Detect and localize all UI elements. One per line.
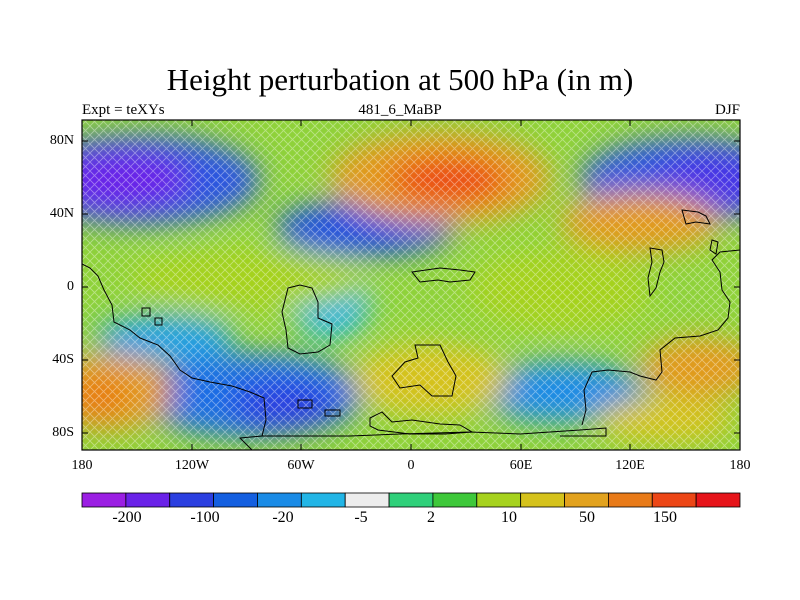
subtitle-season: DJF bbox=[714, 102, 740, 118]
subtitle-run: 481_6_MaBP bbox=[358, 102, 442, 118]
axis-ticks bbox=[81, 120, 741, 450]
land-outline-small-island-1 bbox=[141, 307, 151, 317]
colorbar-label: 150 bbox=[653, 509, 677, 526]
colorbar-swatch bbox=[344, 492, 390, 508]
land-outline-antarctic-east bbox=[369, 411, 474, 435]
x-tick-label: 60W bbox=[287, 458, 315, 473]
colorbar-swatch bbox=[651, 492, 697, 508]
y-tick-label: 40N bbox=[49, 206, 74, 221]
colorbar-swatch bbox=[432, 492, 478, 508]
colorbar-swatch bbox=[125, 492, 171, 508]
heatmap-field bbox=[82, 120, 740, 450]
land-outline-northeast bbox=[681, 209, 711, 225]
land-outline-east-continent bbox=[581, 249, 740, 426]
colorbar-swatch bbox=[608, 492, 653, 508]
y-tick-label: 80S bbox=[52, 425, 74, 440]
land-outline-east-small bbox=[647, 247, 665, 298]
colorbar-swatch bbox=[257, 492, 302, 508]
colorbar-label: -200 bbox=[112, 509, 142, 526]
land-outline-small-island-4 bbox=[324, 409, 341, 417]
colorbar-swatch bbox=[520, 492, 565, 508]
x-tick-label: 60E bbox=[509, 458, 533, 473]
y-tick-label: 80N bbox=[49, 133, 74, 148]
colorbar-swatch bbox=[81, 492, 127, 508]
colorbar-swatch bbox=[476, 492, 522, 508]
land-outline-southcentral bbox=[391, 344, 457, 397]
subtitle-experiment: Expt = teXYs bbox=[82, 102, 165, 118]
land-outline-southwest bbox=[82, 263, 267, 450]
colorbar-swatch bbox=[695, 492, 741, 508]
colorbar-label: -5 bbox=[354, 509, 368, 526]
colorbar-swatch bbox=[564, 492, 609, 508]
colorbar-swatch bbox=[213, 492, 258, 508]
land-outline-small-island-2 bbox=[154, 317, 163, 326]
lattice-overlay bbox=[82, 120, 740, 450]
colorbar-label: 2 bbox=[427, 509, 435, 526]
x-tick-label: 120E bbox=[615, 458, 645, 473]
colorbar-label: -20 bbox=[272, 509, 294, 526]
land-outline-antarctic bbox=[262, 427, 607, 437]
colorbar-swatch bbox=[388, 492, 434, 508]
colorbar-label: -100 bbox=[190, 509, 220, 526]
land-outline-small-island-3 bbox=[297, 399, 313, 409]
x-tick-label: 0 bbox=[407, 458, 415, 473]
plot-title: Height perturbation at 500 hPa (in m) bbox=[166, 62, 634, 97]
colorbar bbox=[81, 492, 741, 508]
colorbar-label: 10 bbox=[501, 509, 517, 526]
colorbar-swatch bbox=[169, 492, 215, 508]
land-outlines bbox=[82, 209, 740, 450]
land-outline-patagonia bbox=[281, 284, 333, 355]
x-tick-label: 180 bbox=[71, 458, 93, 473]
x-tick-label: 120W bbox=[174, 458, 210, 473]
y-tick-label: 0 bbox=[67, 279, 74, 294]
colorbar-swatch bbox=[300, 492, 346, 508]
land-outline-northeast-small bbox=[709, 239, 719, 255]
colorbar-label: 50 bbox=[579, 509, 595, 526]
x-tick-label: 180 bbox=[729, 458, 751, 473]
y-tick-label: 40S bbox=[52, 352, 74, 367]
land-outline-equatorial bbox=[411, 267, 476, 283]
